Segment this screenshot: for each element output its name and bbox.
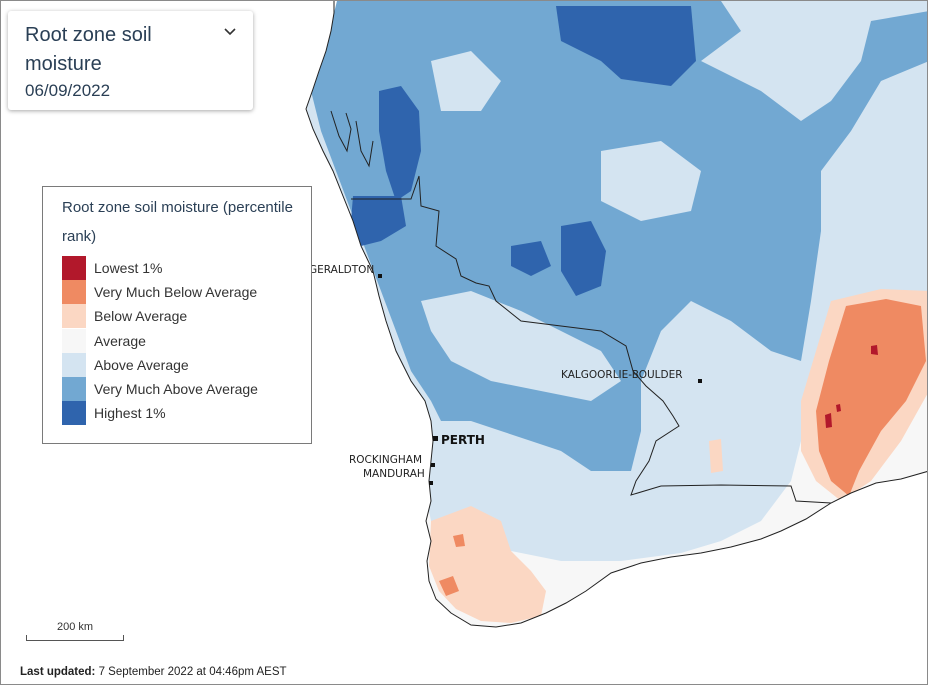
zone-highest-1pct — [379, 86, 421, 201]
legend-label: Very Much Below Average — [94, 284, 258, 301]
legend-swatch — [62, 352, 86, 377]
legend-title: Root zone soil moisture (percentile rank… — [62, 199, 293, 245]
zone-very-much-below-average — [816, 299, 926, 496]
legend-swatch — [62, 401, 86, 426]
scale-label: 200 km — [56, 621, 94, 633]
legend-label: Lowest 1% — [94, 260, 163, 276]
place-perth: PERTH — [441, 433, 485, 447]
zone-lowest-1pct — [836, 404, 841, 412]
last-updated-value: 7 September 2022 at 04:46pm AEST — [98, 666, 287, 678]
town-marker — [431, 463, 435, 467]
zone-below-average — [709, 439, 723, 473]
layer-date: 06/09/2022 — [25, 81, 111, 100]
legend-swatch — [62, 280, 86, 305]
legend-label: Average — [94, 332, 146, 349]
region-boundary — [351, 175, 832, 504]
legend-swatch — [62, 377, 86, 401]
zone-lowest-1pct — [825, 413, 832, 428]
legend-swatch — [62, 304, 86, 329]
peninsula — [330, 110, 374, 168]
zone-above-average — [421, 291, 621, 401]
legend-label: Above Average — [94, 356, 189, 373]
zone-highest-1pct — [511, 241, 551, 276]
zone-highest-1pct — [556, 6, 696, 86]
town-marker — [433, 436, 438, 441]
place-rockingham: ROCKINGHAM — [349, 454, 422, 466]
place-geraldton: GERALDTON — [309, 264, 374, 276]
zone-above-average — [601, 141, 701, 221]
legend-swatch — [62, 256, 86, 280]
legend-swatch — [62, 328, 86, 353]
place-kalgoorlie: KALGOORLIE-BOULDER — [561, 369, 683, 381]
zone-highest-1pct — [351, 196, 406, 246]
town-marker — [429, 481, 433, 485]
legend-label: Below Average — [94, 308, 188, 325]
last-updated-label: Last updated: — [20, 666, 96, 678]
town-marker — [698, 379, 702, 383]
layer-selector-card[interactable]: Root zone soil moisture 06/09/2022 — [8, 11, 253, 110]
zone-very-much-below-average — [453, 534, 465, 547]
legend: Root zone soil moisture (percentile rank… — [42, 186, 312, 444]
chevron-down-icon[interactable] — [222, 23, 238, 39]
last-updated: Last updated: 7 September 2022 at 04:46p… — [20, 666, 287, 678]
place-mandurah: MANDURAH — [363, 468, 425, 480]
coastline — [305, 1, 927, 628]
zone-highest-1pct — [561, 221, 606, 296]
layer-title: Root zone soil moisture — [25, 24, 152, 75]
legend-label: Highest 1% — [94, 405, 166, 422]
scale-bar: 200 km — [26, 621, 124, 643]
town-marker — [378, 274, 382, 278]
zone-lowest-1pct — [871, 345, 878, 355]
zone-above-average — [431, 51, 501, 111]
legend-label: Very Much Above Average — [94, 381, 258, 397]
zone-very-much-below-average — [439, 576, 459, 596]
zone-very-much-above-average — [691, 151, 811, 271]
scale-bar-line — [26, 635, 124, 641]
